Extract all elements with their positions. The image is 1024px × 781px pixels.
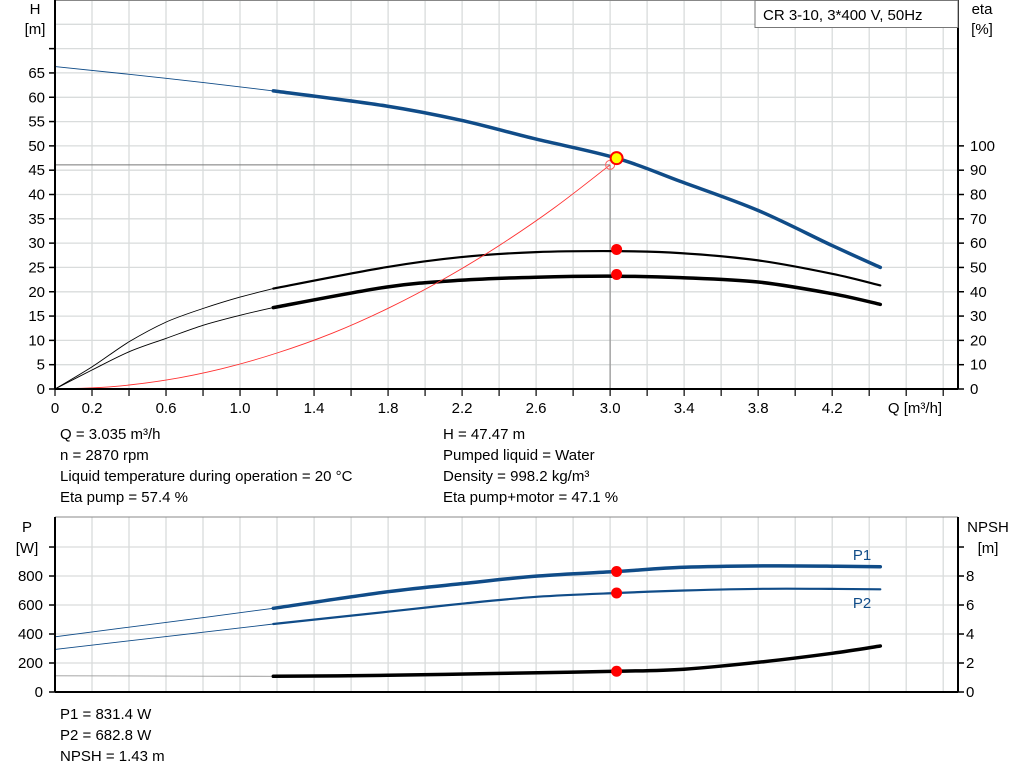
x-tick-label: 0 — [51, 400, 59, 417]
y-left-tick-label: 200 — [18, 655, 43, 672]
x-tick-label: 1.8 — [378, 400, 399, 417]
npsh-duty-marker — [611, 665, 623, 677]
p1-duty-marker — [611, 565, 623, 577]
y-right-tick-label: 8 — [966, 568, 974, 585]
eta_pump-curve — [272, 249, 882, 290]
info-head: H = 47.47 m — [443, 426, 526, 443]
y-left-tick-label: 600 — [18, 597, 43, 614]
title-box: CR 3-10, 3*400 V, 50Hz — [754, 0, 959, 28]
p1-curve — [271, 564, 883, 611]
y-left-unit-bottom: [W] — [16, 540, 39, 557]
y-left-tick-label: 45 — [28, 162, 45, 179]
y-right-tick-label: 100 — [970, 138, 995, 155]
y-left-label-top: H — [30, 1, 41, 18]
p1-curve-extension — [54, 607, 274, 638]
y-right-tick-label: 10 — [970, 357, 987, 374]
chart-marks — [54, 66, 883, 679]
y-right-tick-label: 40 — [970, 284, 987, 301]
p1-series-label: P1 — [853, 547, 871, 564]
x-tick-label: 1.0 — [230, 400, 251, 417]
x-tick-label: 3.4 — [674, 400, 695, 417]
eta_pump_motor-curve — [271, 274, 883, 310]
x-tick-label: 2.2 — [452, 400, 473, 417]
y-right-tick-label: 60 — [970, 235, 987, 252]
x-tick-label: 2.6 — [526, 400, 547, 417]
y-left-tick-label: 60 — [28, 89, 45, 106]
y-right-tick-label: 6 — [966, 597, 974, 614]
info-flow: Q = 3.035 m³/h — [60, 426, 161, 443]
npsh-curve-extension — [54, 675, 274, 677]
system_curve-curve — [54, 164, 611, 390]
y-left-label-bottom: P — [22, 519, 32, 536]
y-right-tick-label: 90 — [970, 162, 987, 179]
eta-pump-duty-marker — [611, 243, 623, 255]
y-left-tick-label: 0 — [35, 684, 43, 701]
y-left-tick-label: 5 — [37, 357, 45, 374]
eta_pump_motor-curve-extension — [54, 307, 274, 390]
y-right-tick-label: 70 — [970, 211, 987, 228]
y-right-tick-label: 4 — [966, 626, 974, 643]
head-curve — [271, 89, 883, 270]
y-right-label-bottom: NPSH — [967, 519, 1009, 536]
y-right-unit-bottom: [m] — [978, 540, 999, 557]
y-left-tick-label: 65 — [28, 65, 45, 82]
head-curve-extension — [54, 66, 274, 92]
y-right-tick-label: 20 — [970, 332, 987, 349]
p2-curve-extension — [54, 623, 274, 650]
eta-pump-motor-duty-marker — [611, 268, 623, 280]
x-tick-label: 3.8 — [748, 400, 769, 417]
info-liquid: Pumped liquid = Water — [443, 447, 595, 464]
info-eta-pump: Eta pump = 57.4 % — [60, 489, 188, 506]
duty-point-marker — [609, 151, 624, 166]
y-left-tick-label: 15 — [28, 308, 45, 325]
y-right-tick-label: 2 — [966, 655, 974, 672]
y-right-tick-label: 80 — [970, 187, 987, 204]
info-speed: n = 2870 rpm — [60, 447, 149, 464]
y-right-tick-label: 50 — [970, 259, 987, 276]
y-left-tick-label: 0 — [37, 381, 45, 398]
info-density: Density = 998.2 kg/m³ — [443, 468, 590, 485]
x-tick-label: 0.6 — [156, 400, 177, 417]
eta_pump-curve-extension — [54, 288, 274, 390]
npsh-curve — [271, 644, 883, 679]
y-right-label-top: eta — [972, 1, 994, 18]
top-grid — [55, 0, 958, 389]
y-left-tick-label: 55 — [28, 114, 45, 131]
info-temperature: Liquid temperature during operation = 20… — [60, 468, 353, 485]
p2-duty-marker — [611, 587, 623, 599]
y-left-tick-label: 35 — [28, 211, 45, 228]
y-left-tick-label: 30 — [28, 235, 45, 252]
y-left-tick-label: 10 — [28, 332, 45, 349]
y-right-tick-label: 30 — [970, 308, 987, 325]
y-left-tick-label: 40 — [28, 187, 45, 204]
x-tick-label: 4.2 — [822, 400, 843, 417]
x-tick-label: 1.4 — [304, 400, 325, 417]
info-bottom: P1 = 831.4 W P2 = 682.8 W NPSH = 1.43 m — [60, 704, 165, 767]
info-right: H = 47.47 m Pumped liquid = Water Densit… — [443, 424, 618, 508]
y-left-tick-label: 50 — [28, 138, 45, 155]
info-eta-pump-motor: Eta pump+motor = 47.1 % — [443, 489, 619, 506]
x-axis-label: Q [m³/h] — [888, 400, 942, 417]
y-left-tick-label: 20 — [28, 284, 45, 301]
x-tick-label: 3.0 — [600, 400, 621, 417]
info-p2: P2 = 682.8 W — [60, 727, 152, 744]
y-left-tick-label: 400 — [18, 626, 43, 643]
y-right-tick-label: 0 — [970, 381, 978, 398]
y-left-tick-label: 25 — [28, 259, 45, 276]
axes: 0 0.2 0.6 1.0 1.4 1.8 2.2 2.6 3.0 3.4 3.8 4.2 0 5 10 15… — [18, 0, 995, 701]
bottom-grid — [55, 517, 958, 692]
y-right-unit-top: [%] — [971, 21, 993, 38]
p2-series-label: P2 — [853, 595, 871, 612]
y-left-unit-top: [m] — [25, 21, 46, 38]
info-p1: P1 = 831.4 W — [60, 706, 152, 723]
info-left: Q = 3.035 m³/h n = 2870 rpm Liquid tempe… — [60, 424, 352, 508]
x-tick-label: 0.2 — [82, 400, 103, 417]
chart-title: CR 3-10, 3*400 V, 50Hz — [763, 7, 923, 24]
y-left-tick-label: 800 — [18, 568, 43, 585]
info-npsh: NPSH = 1.43 m — [60, 748, 165, 765]
y-right-tick-label: 0 — [966, 684, 974, 701]
